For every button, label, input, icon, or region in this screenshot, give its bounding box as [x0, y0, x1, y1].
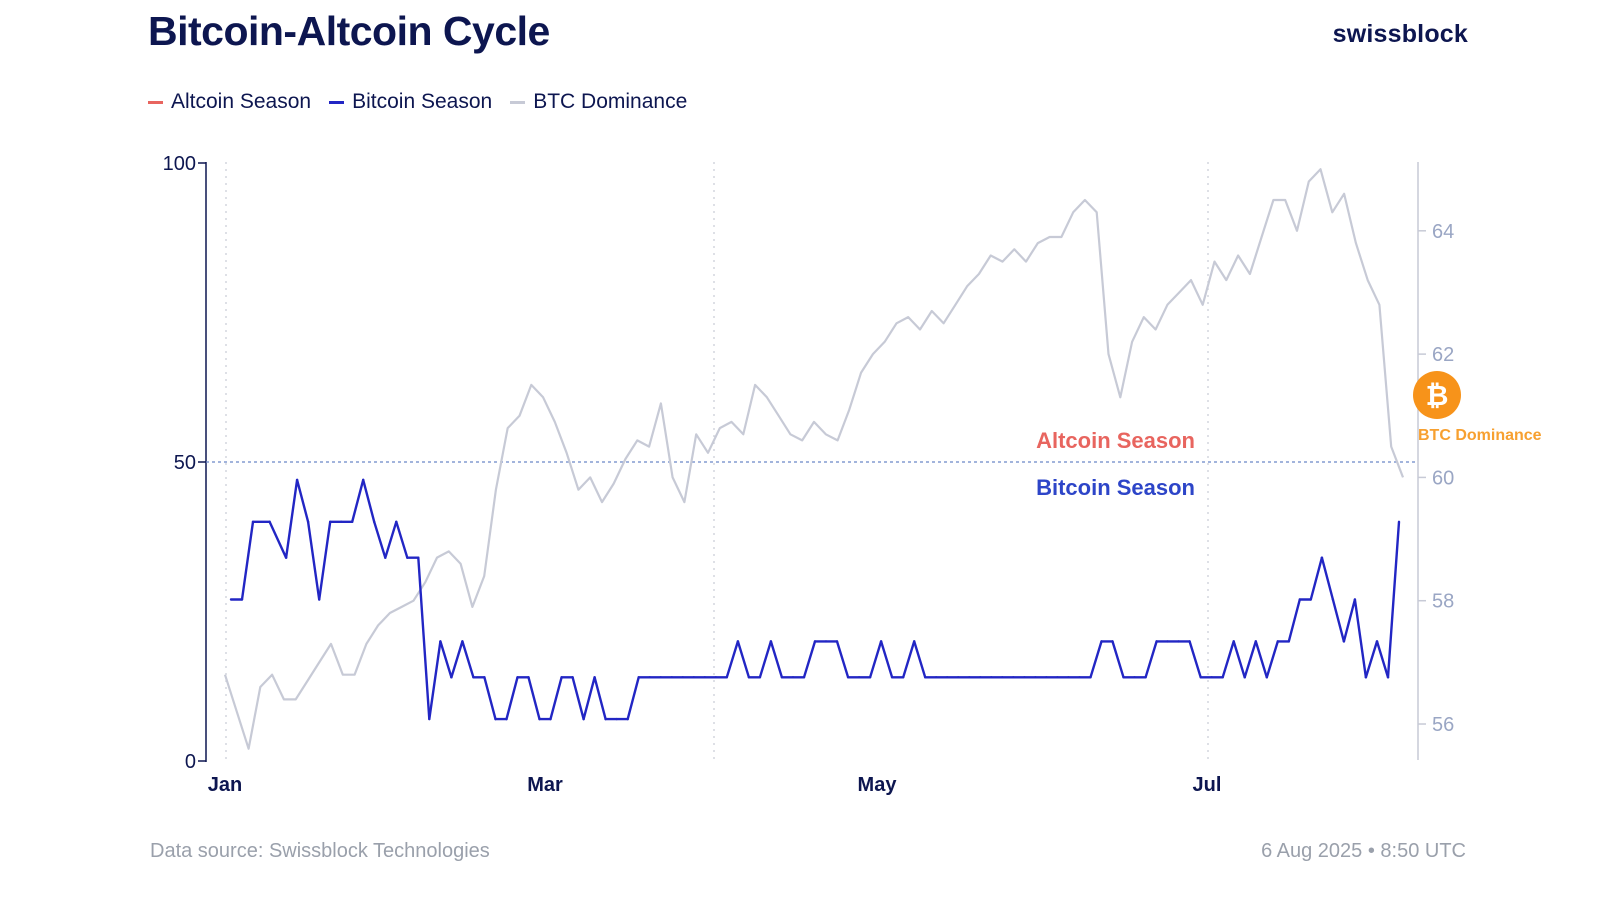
bitcoin-segment-44 [725, 640, 740, 679]
bitcoin-segment-14 [395, 520, 409, 559]
bitcoin-segment-90 [1232, 640, 1246, 679]
bitcoin-segment-51 [802, 640, 817, 679]
brand-logo: swissblock [1332, 20, 1468, 48]
bitcoin-segment-82 [1144, 640, 1158, 679]
bitcoin-segment-22 [483, 676, 497, 721]
grid-lines [225, 162, 1209, 760]
bitcoin-segment-103 [1375, 640, 1390, 679]
bitcoin-segment-30 [571, 676, 585, 721]
bitcoin-segment-19 [450, 640, 464, 679]
bitcoin-segment-102 [1364, 640, 1379, 679]
bitcoin-segment-24 [505, 676, 519, 721]
bitcoin-segment-91 [1243, 640, 1258, 679]
bitcoin-segment-12 [373, 520, 387, 559]
bitcoin-segment-4 [284, 478, 299, 559]
bitcoin-segment-45 [736, 640, 751, 679]
legend-swatch-altcoin [148, 100, 163, 104]
bitcoin-segment-16 [417, 556, 431, 721]
bitcoin-segment-61 [913, 640, 927, 679]
y-left-tick-50: 50 [174, 452, 196, 474]
bitcoin-segment-28 [549, 676, 563, 721]
y-right-tick-64: 64 [1432, 221, 1454, 243]
x-tick-jan: Jan [208, 774, 242, 796]
btc-dominance-marker-label: BTC Dominance [1418, 427, 1542, 444]
bitcoin-segment-93 [1265, 640, 1280, 679]
bitcoin-icon [1413, 371, 1461, 419]
y-right-tick-60: 60 [1432, 467, 1454, 489]
bitcoin-segment-18 [439, 640, 453, 679]
x-tick-jul: Jul [1193, 774, 1222, 796]
chart-legend: Altcoin Season Bitcoin Season BTC Domina… [148, 90, 687, 114]
bitcoin-segment-98 [1320, 556, 1335, 601]
bitcoin-icon-glyph: ₿ [1426, 379, 1449, 412]
bitcoin-segment-57 [868, 640, 883, 679]
x-axis-ticks: Jan Mar May Jul [208, 774, 1222, 796]
season-series [229, 478, 1401, 721]
legend-item-dominance[interactable]: BTC Dominance [510, 90, 687, 114]
bitcoin-segment-99 [1331, 598, 1346, 643]
bitcoin-segment-7 [318, 520, 332, 601]
bitcoin-segment-6 [306, 520, 321, 601]
x-tick-mar: Mar [527, 774, 563, 796]
bitcoin-segment-35 [626, 676, 640, 721]
legend-label-bitcoin: Bitcoin Season [352, 90, 493, 113]
bitcoin-segment-13 [384, 520, 398, 559]
legend-swatch-dominance [510, 100, 526, 104]
bitcoin-segment-3 [268, 520, 288, 559]
legend-label-altcoin: Altcoin Season [171, 90, 312, 113]
y-right-tick-58: 58 [1432, 591, 1454, 613]
bitcoin-segment-104 [1386, 520, 1401, 679]
bitcoin-segment-48 [769, 640, 784, 679]
y-left-tick-0: 0 [185, 751, 196, 773]
bitcoin-season-label: Bitcoin Season [1036, 475, 1195, 500]
bitcoin-segment-79 [1111, 640, 1125, 679]
bitcoin-segment-31 [582, 676, 596, 721]
bitcoin-segment-32 [593, 676, 607, 721]
bitcoin-segment-77 [1089, 640, 1103, 679]
altcoin-season-label: Altcoin Season [1036, 428, 1195, 453]
bitcoin-segment-92 [1254, 640, 1269, 679]
bitcoin-segment-47 [758, 640, 773, 679]
y-right-ticks: 56 58 60 62 64 [1418, 221, 1454, 736]
bitcoin-segment-20 [461, 640, 475, 679]
bitcoin-segment-58 [879, 640, 894, 679]
x-tick-may: May [858, 774, 898, 796]
bitcoin-segment-89 [1221, 640, 1235, 679]
bitcoin-segment-101 [1353, 598, 1368, 679]
legend-item-bitcoin[interactable]: Bitcoin Season [329, 90, 492, 114]
chart-title: Bitcoin-Altcoin Cycle [148, 8, 550, 54]
bitcoin-segment-54 [835, 640, 850, 679]
y-right-tick-56: 56 [1432, 714, 1454, 736]
bitcoin-segment-1 [240, 520, 255, 601]
data-source: Data source: Swissblock Technologies [150, 840, 490, 862]
y-left-tick-100: 100 [163, 153, 196, 175]
y-right-tick-62: 62 [1432, 344, 1454, 366]
bitcoin-segment-100 [1342, 598, 1357, 643]
legend-label-dominance: BTC Dominance [533, 90, 688, 113]
bitcoin-segment-97 [1309, 556, 1324, 601]
bitcoin-segment-5 [295, 478, 310, 523]
bitcoin-segment-17 [428, 640, 442, 721]
legend-swatch-bitcoin [329, 100, 345, 104]
bitcoin-segment-86 [1188, 640, 1202, 679]
bitcoin-segment-60 [902, 640, 916, 679]
legend-item-altcoin[interactable]: Altcoin Season [148, 90, 311, 114]
btc-dominance-marker: ₿ BTC Dominance [1413, 371, 1542, 444]
bitcoin-segment-95 [1287, 598, 1302, 643]
bitcoin-segment-10 [351, 478, 365, 523]
bitcoin-segment-11 [362, 478, 376, 523]
timestamp: 6 Aug 2025 • 8:50 UTC [1261, 840, 1466, 862]
bitcoin-segment-26 [527, 676, 541, 721]
